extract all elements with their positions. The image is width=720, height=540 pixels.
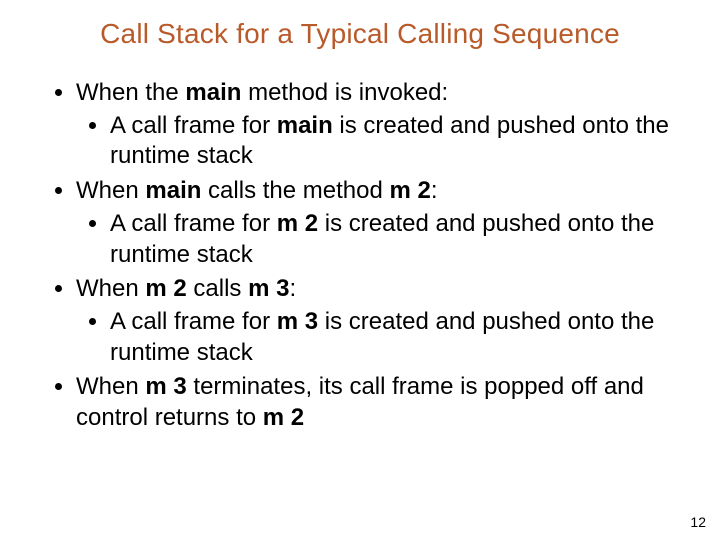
bullet-list: When the main method is invoked:A call f… — [48, 78, 672, 434]
bullet-item: When main calls the method m 2:A call fr… — [76, 176, 672, 270]
slide-title: Call Stack for a Typical Calling Sequenc… — [0, 0, 720, 50]
slide-body: When the main method is invoked:A call f… — [0, 50, 720, 434]
sub-bullet-list: A call frame for m 2 is created and push… — [76, 209, 672, 270]
bullet-item: When m 2 calls m 3:A call frame for m 3 … — [76, 274, 672, 368]
sub-bullet-item: A call frame for main is created and pus… — [110, 111, 672, 172]
sub-bullet-item: A call frame for m 2 is created and push… — [110, 209, 672, 270]
slide: Call Stack for a Typical Calling Sequenc… — [0, 0, 720, 540]
sub-bullet-list: A call frame for m 3 is created and push… — [76, 307, 672, 368]
bullet-item: When the main method is invoked:A call f… — [76, 78, 672, 172]
sub-bullet-list: A call frame for main is created and pus… — [76, 111, 672, 172]
bullet-item: When m 3 terminates, its call frame is p… — [76, 372, 672, 433]
sub-bullet-item: A call frame for m 3 is created and push… — [110, 307, 672, 368]
page-number: 12 — [690, 514, 706, 530]
